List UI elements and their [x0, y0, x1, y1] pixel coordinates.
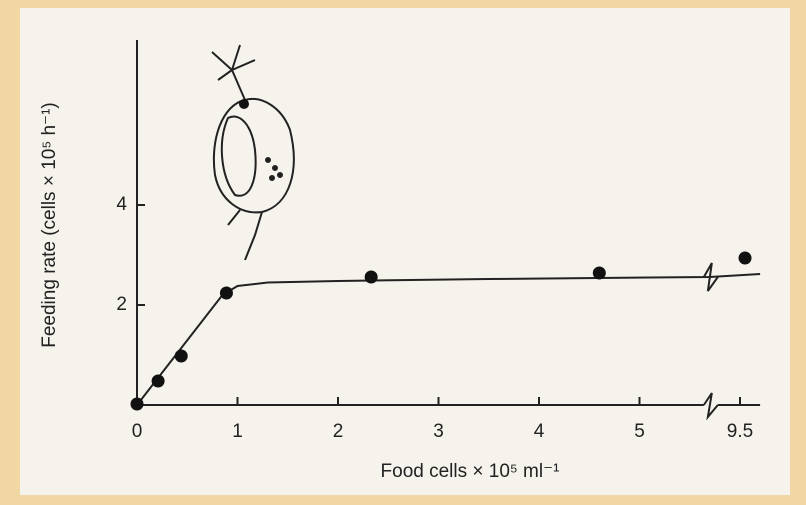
- x-tick-label: 0: [132, 421, 143, 442]
- x-tick-label: 1: [232, 421, 243, 442]
- data-point: [592, 266, 606, 280]
- x-tick-label: 2: [333, 421, 344, 442]
- x-tick-label: 5: [634, 421, 645, 442]
- daphnia-sketch: [211, 44, 295, 261]
- curve-break: [702, 262, 719, 292]
- x-tick-label: 9.5: [727, 421, 753, 442]
- x-tick-label: 3: [433, 421, 444, 442]
- data-point: [364, 270, 378, 284]
- y-axis-label: Feeding rate (cells × 10⁵ h⁻¹): [39, 102, 60, 348]
- data-point: [738, 251, 752, 265]
- data-point: [130, 397, 144, 411]
- x-tick-label: 4: [534, 421, 545, 442]
- y-tick-label: 2: [116, 294, 127, 315]
- daphnia-eye: [239, 99, 249, 109]
- x-axis-label: Food cells × 10⁵ ml⁻¹: [381, 461, 560, 482]
- data-point: [219, 286, 233, 300]
- data-point: [174, 349, 188, 363]
- data-point: [151, 374, 165, 388]
- axis-break: [703, 392, 719, 421]
- y-tick-label: 4: [116, 194, 127, 215]
- plot-panel: [20, 8, 790, 495]
